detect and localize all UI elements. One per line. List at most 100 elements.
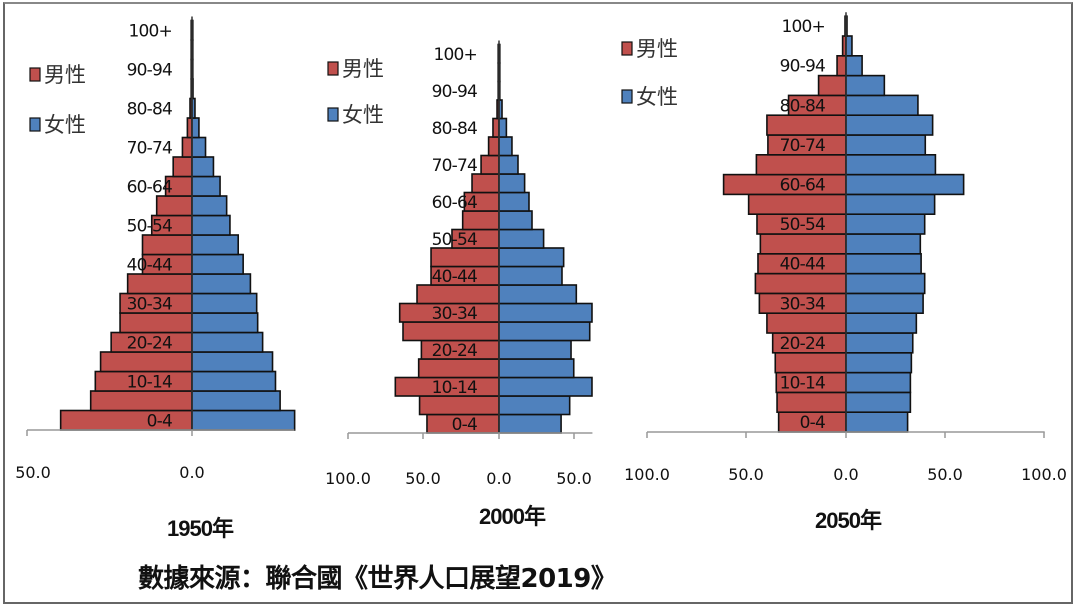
x-tick-label: 100.0 bbox=[1021, 465, 1067, 484]
age-label: 10-14 bbox=[432, 378, 477, 398]
x-tick-label: 50.0 bbox=[15, 463, 51, 482]
age-label: 20-24 bbox=[780, 334, 825, 354]
legend-male-swatch bbox=[327, 61, 339, 76]
bar-female-75-79 bbox=[191, 117, 200, 139]
bar-female-10-14 bbox=[191, 370, 277, 392]
legend-male-label: 男性 bbox=[342, 57, 384, 81]
x-tick-label: 50.0 bbox=[728, 465, 764, 484]
chart-title: 1950年 bbox=[167, 516, 234, 541]
age-label: 40-44 bbox=[780, 255, 825, 275]
age-label: 90-94 bbox=[432, 82, 477, 102]
bar-female-40-44 bbox=[191, 253, 244, 275]
pyramid-2: 0-4 10-14 20-24 30-34 40-44 50-54 60-64 70-74 80… bbox=[621, 12, 1067, 533]
legend-female-swatch bbox=[29, 117, 41, 132]
bar-female-60-64 bbox=[498, 191, 530, 212]
bar-female-45-49 bbox=[498, 247, 565, 268]
bar-female-65-69 bbox=[845, 154, 937, 176]
bar-male-45-49 bbox=[759, 233, 847, 255]
bar-male-65-69 bbox=[471, 173, 500, 194]
legend-female-swatch bbox=[621, 89, 633, 104]
age-label: 50-54 bbox=[127, 216, 172, 236]
bar-male-25-29 bbox=[402, 321, 500, 342]
age-label: 80-84 bbox=[780, 96, 825, 116]
bar-female-45-49 bbox=[845, 233, 922, 255]
bar-female-5-9 bbox=[498, 395, 571, 416]
bar-female-35-39 bbox=[845, 272, 926, 295]
bar-male-55-59 bbox=[747, 193, 847, 215]
age-label: 60-64 bbox=[780, 176, 825, 196]
bar-female-0-4 bbox=[498, 413, 562, 434]
age-label: 20-24 bbox=[432, 341, 477, 361]
legend-male-swatch bbox=[621, 41, 633, 56]
bar-male-65-69 bbox=[755, 154, 847, 176]
legend-male-swatch bbox=[29, 67, 41, 82]
bar-female-35-39 bbox=[191, 273, 252, 295]
bar-female-15-19 bbox=[191, 351, 274, 373]
age-label: 40-44 bbox=[127, 255, 172, 275]
bar-male-90-94 bbox=[836, 54, 847, 77]
bar-female-25-29 bbox=[498, 321, 591, 342]
x-tick-label: 50.0 bbox=[405, 469, 441, 488]
source-note: 數據來源：聯合國《世界人口展望2019》 bbox=[138, 564, 617, 594]
x-tick-label: 100.0 bbox=[325, 469, 371, 488]
age-label: 100+ bbox=[782, 17, 826, 37]
bar-female-65-69 bbox=[191, 156, 215, 178]
x-tick-label: 0.0 bbox=[833, 465, 858, 484]
legend-female-label: 女性 bbox=[636, 85, 678, 109]
bar-female-55-59 bbox=[191, 195, 228, 217]
bar-female-30-34 bbox=[845, 292, 924, 314]
legend-female-label: 女性 bbox=[44, 113, 86, 137]
bar-female-35-39 bbox=[498, 284, 578, 305]
bar-female-30-34 bbox=[191, 292, 258, 314]
bar-female-80-84 bbox=[498, 117, 508, 138]
bar-female-10-14 bbox=[845, 371, 912, 394]
bar-female-20-24 bbox=[191, 331, 264, 353]
bar-male-75-79 bbox=[766, 114, 847, 136]
pyramid-0: 0-4 10-14 20-24 30-34 40-44 50-54 60-64 70-74 80… bbox=[15, 16, 296, 541]
bar-male-45-49 bbox=[430, 247, 500, 268]
bar-male-85-89 bbox=[817, 74, 847, 97]
bar-male-35-39 bbox=[754, 272, 847, 295]
age-label: 30-34 bbox=[127, 294, 172, 314]
bar-male-0-4 bbox=[59, 409, 193, 431]
bar-female-75-79 bbox=[498, 136, 513, 157]
bar-male-65-69 bbox=[172, 156, 193, 178]
bar-female-70-74 bbox=[191, 136, 207, 158]
bar-female-20-24 bbox=[498, 339, 572, 360]
bar-female-0-4 bbox=[191, 409, 296, 431]
bar-male-15-19 bbox=[417, 358, 500, 379]
age-label: 60-64 bbox=[127, 177, 172, 197]
bar-male-25-29 bbox=[119, 312, 193, 334]
bar-female-55-59 bbox=[845, 193, 936, 215]
legend-female-swatch bbox=[327, 107, 339, 122]
age-label: 100+ bbox=[434, 45, 478, 65]
bar-female-70-74 bbox=[845, 134, 927, 156]
age-label: 60-64 bbox=[432, 193, 477, 213]
age-label: 30-34 bbox=[780, 294, 825, 314]
x-tick-label: 100.0 bbox=[624, 465, 670, 484]
x-tick-label: 50.0 bbox=[927, 465, 963, 484]
bar-male-15-19 bbox=[774, 351, 847, 374]
bar-female-65-69 bbox=[498, 173, 526, 194]
bar-female-55-59 bbox=[498, 210, 533, 231]
age-label: 50-54 bbox=[780, 215, 825, 235]
age-label: 20-24 bbox=[127, 333, 172, 353]
bar-female-25-29 bbox=[845, 312, 918, 334]
bar-female-0-4 bbox=[845, 411, 909, 433]
bar-female-30-34 bbox=[498, 302, 593, 323]
age-label: 70-74 bbox=[432, 156, 477, 176]
bar-female-50-54 bbox=[191, 214, 231, 236]
image-frame bbox=[3, 2, 1073, 604]
bar-male-5-9 bbox=[89, 390, 193, 412]
age-label: 80-84 bbox=[432, 119, 477, 139]
age-label: 40-44 bbox=[432, 267, 477, 287]
bar-female-45-49 bbox=[191, 234, 240, 256]
bar-female-60-64 bbox=[191, 175, 221, 197]
bar-male-55-59 bbox=[461, 210, 500, 231]
pyramid-1: 0-4 10-14 20-24 30-34 40-44 50-54 60-64 70-74 80… bbox=[325, 40, 593, 529]
age-label: 80-84 bbox=[127, 99, 172, 119]
bar-male-5-9 bbox=[776, 391, 847, 413]
legend-female-label: 女性 bbox=[342, 103, 384, 127]
age-label: 100+ bbox=[129, 21, 173, 41]
bar-female-50-54 bbox=[498, 228, 545, 249]
